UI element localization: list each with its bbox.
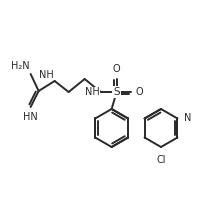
Text: O: O: [135, 87, 143, 97]
Text: NH: NH: [84, 87, 99, 97]
Text: N: N: [184, 113, 191, 123]
Text: NH: NH: [39, 70, 53, 80]
Text: Cl: Cl: [156, 155, 165, 165]
Text: S: S: [113, 87, 119, 97]
Text: HN: HN: [23, 112, 38, 122]
Text: H₂N: H₂N: [11, 61, 29, 71]
Text: O: O: [112, 64, 120, 74]
